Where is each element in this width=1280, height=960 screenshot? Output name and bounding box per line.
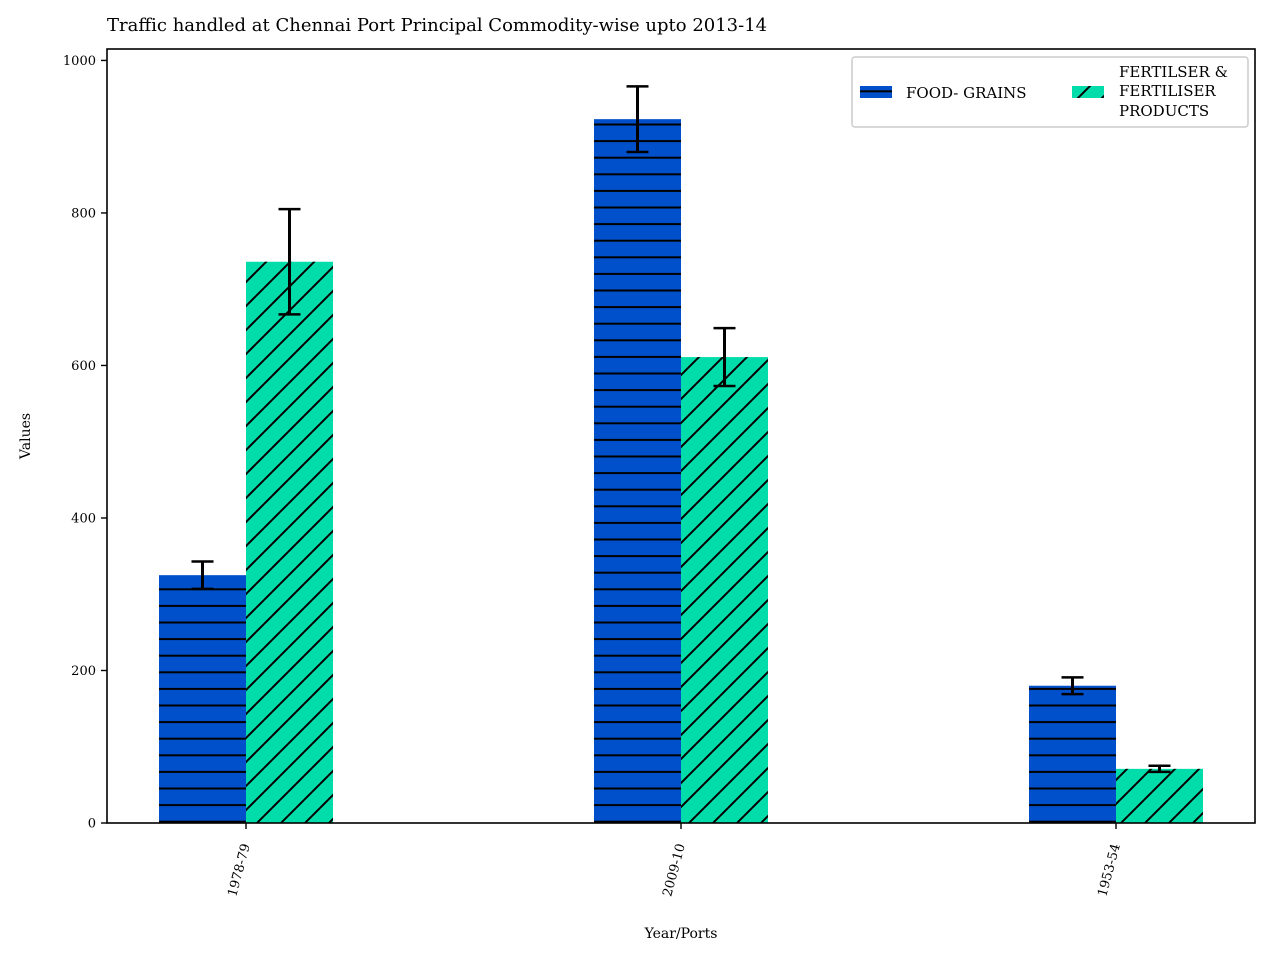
x-tick-label-1953-54: 1953-54 (1095, 842, 1123, 898)
x-axis: 1978-79 2009-10 1953-54 (225, 823, 1124, 898)
y-tick-label-400: 400 (71, 511, 96, 526)
bar-hatch-fertiliser-1953-54 (1116, 768, 1203, 823)
y-axis: 0 200 400 600 800 1000 (63, 54, 107, 832)
legend-swatch-hatch-food-grains (860, 86, 892, 98)
legend-label-fertiliser-line-3: PRODUCTS (1119, 102, 1209, 120)
bar-hatch-food-grains-2009-10 (594, 119, 681, 824)
legend: FOOD- GRAINS FERTILSER & FERTILISER PROD… (851, 56, 1249, 128)
legend-label-fertiliser-line-2: FERTILISER (1119, 82, 1216, 100)
x-tick-label-1978-79: 1978-79 (225, 842, 253, 898)
y-tick-label-0: 0 (88, 817, 96, 832)
x-axis-title: Year/Ports (644, 926, 718, 942)
legend-item-fertiliser: FERTILSER & FERTILISER PRODUCTS (1072, 63, 1228, 120)
y-tick-label-600: 600 (71, 359, 96, 374)
y-tick-label-200: 200 (71, 664, 96, 679)
bars-layer (159, 119, 1203, 824)
y-tick-label-800: 800 (71, 206, 96, 221)
chart-title: Traffic handled at Chennai Port Principa… (107, 15, 767, 36)
bar-hatch-fertiliser-1978-79 (246, 261, 333, 824)
y-tick-label-1000: 1000 (63, 54, 96, 69)
bar-hatch-food-grains-1953-54 (1029, 685, 1116, 823)
error-bars-layer (191, 85, 1171, 774)
bar-hatch-food-grains-1978-79 (159, 575, 246, 823)
y-axis-title: Values (18, 413, 34, 460)
legend-label-fertiliser-line-1: FERTILSER & (1119, 63, 1228, 81)
legend-swatch-hatch-fertiliser (1072, 86, 1104, 98)
x-tick-label-2009-10: 2009-10 (660, 842, 688, 898)
legend-item-food-grains: FOOD- GRAINS (860, 84, 1027, 102)
legend-label-food-grains: FOOD- GRAINS (906, 84, 1027, 102)
bar-hatch-fertiliser-2009-10 (681, 357, 768, 823)
legend-frame (851, 56, 1249, 128)
